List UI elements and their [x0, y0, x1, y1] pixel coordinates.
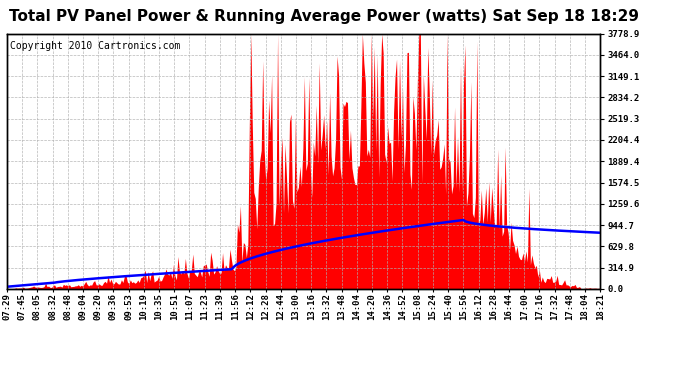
Text: Copyright 2010 Cartronics.com: Copyright 2010 Cartronics.com — [10, 41, 180, 51]
Text: Total PV Panel Power & Running Average Power (watts) Sat Sep 18 18:29: Total PV Panel Power & Running Average P… — [9, 9, 640, 24]
